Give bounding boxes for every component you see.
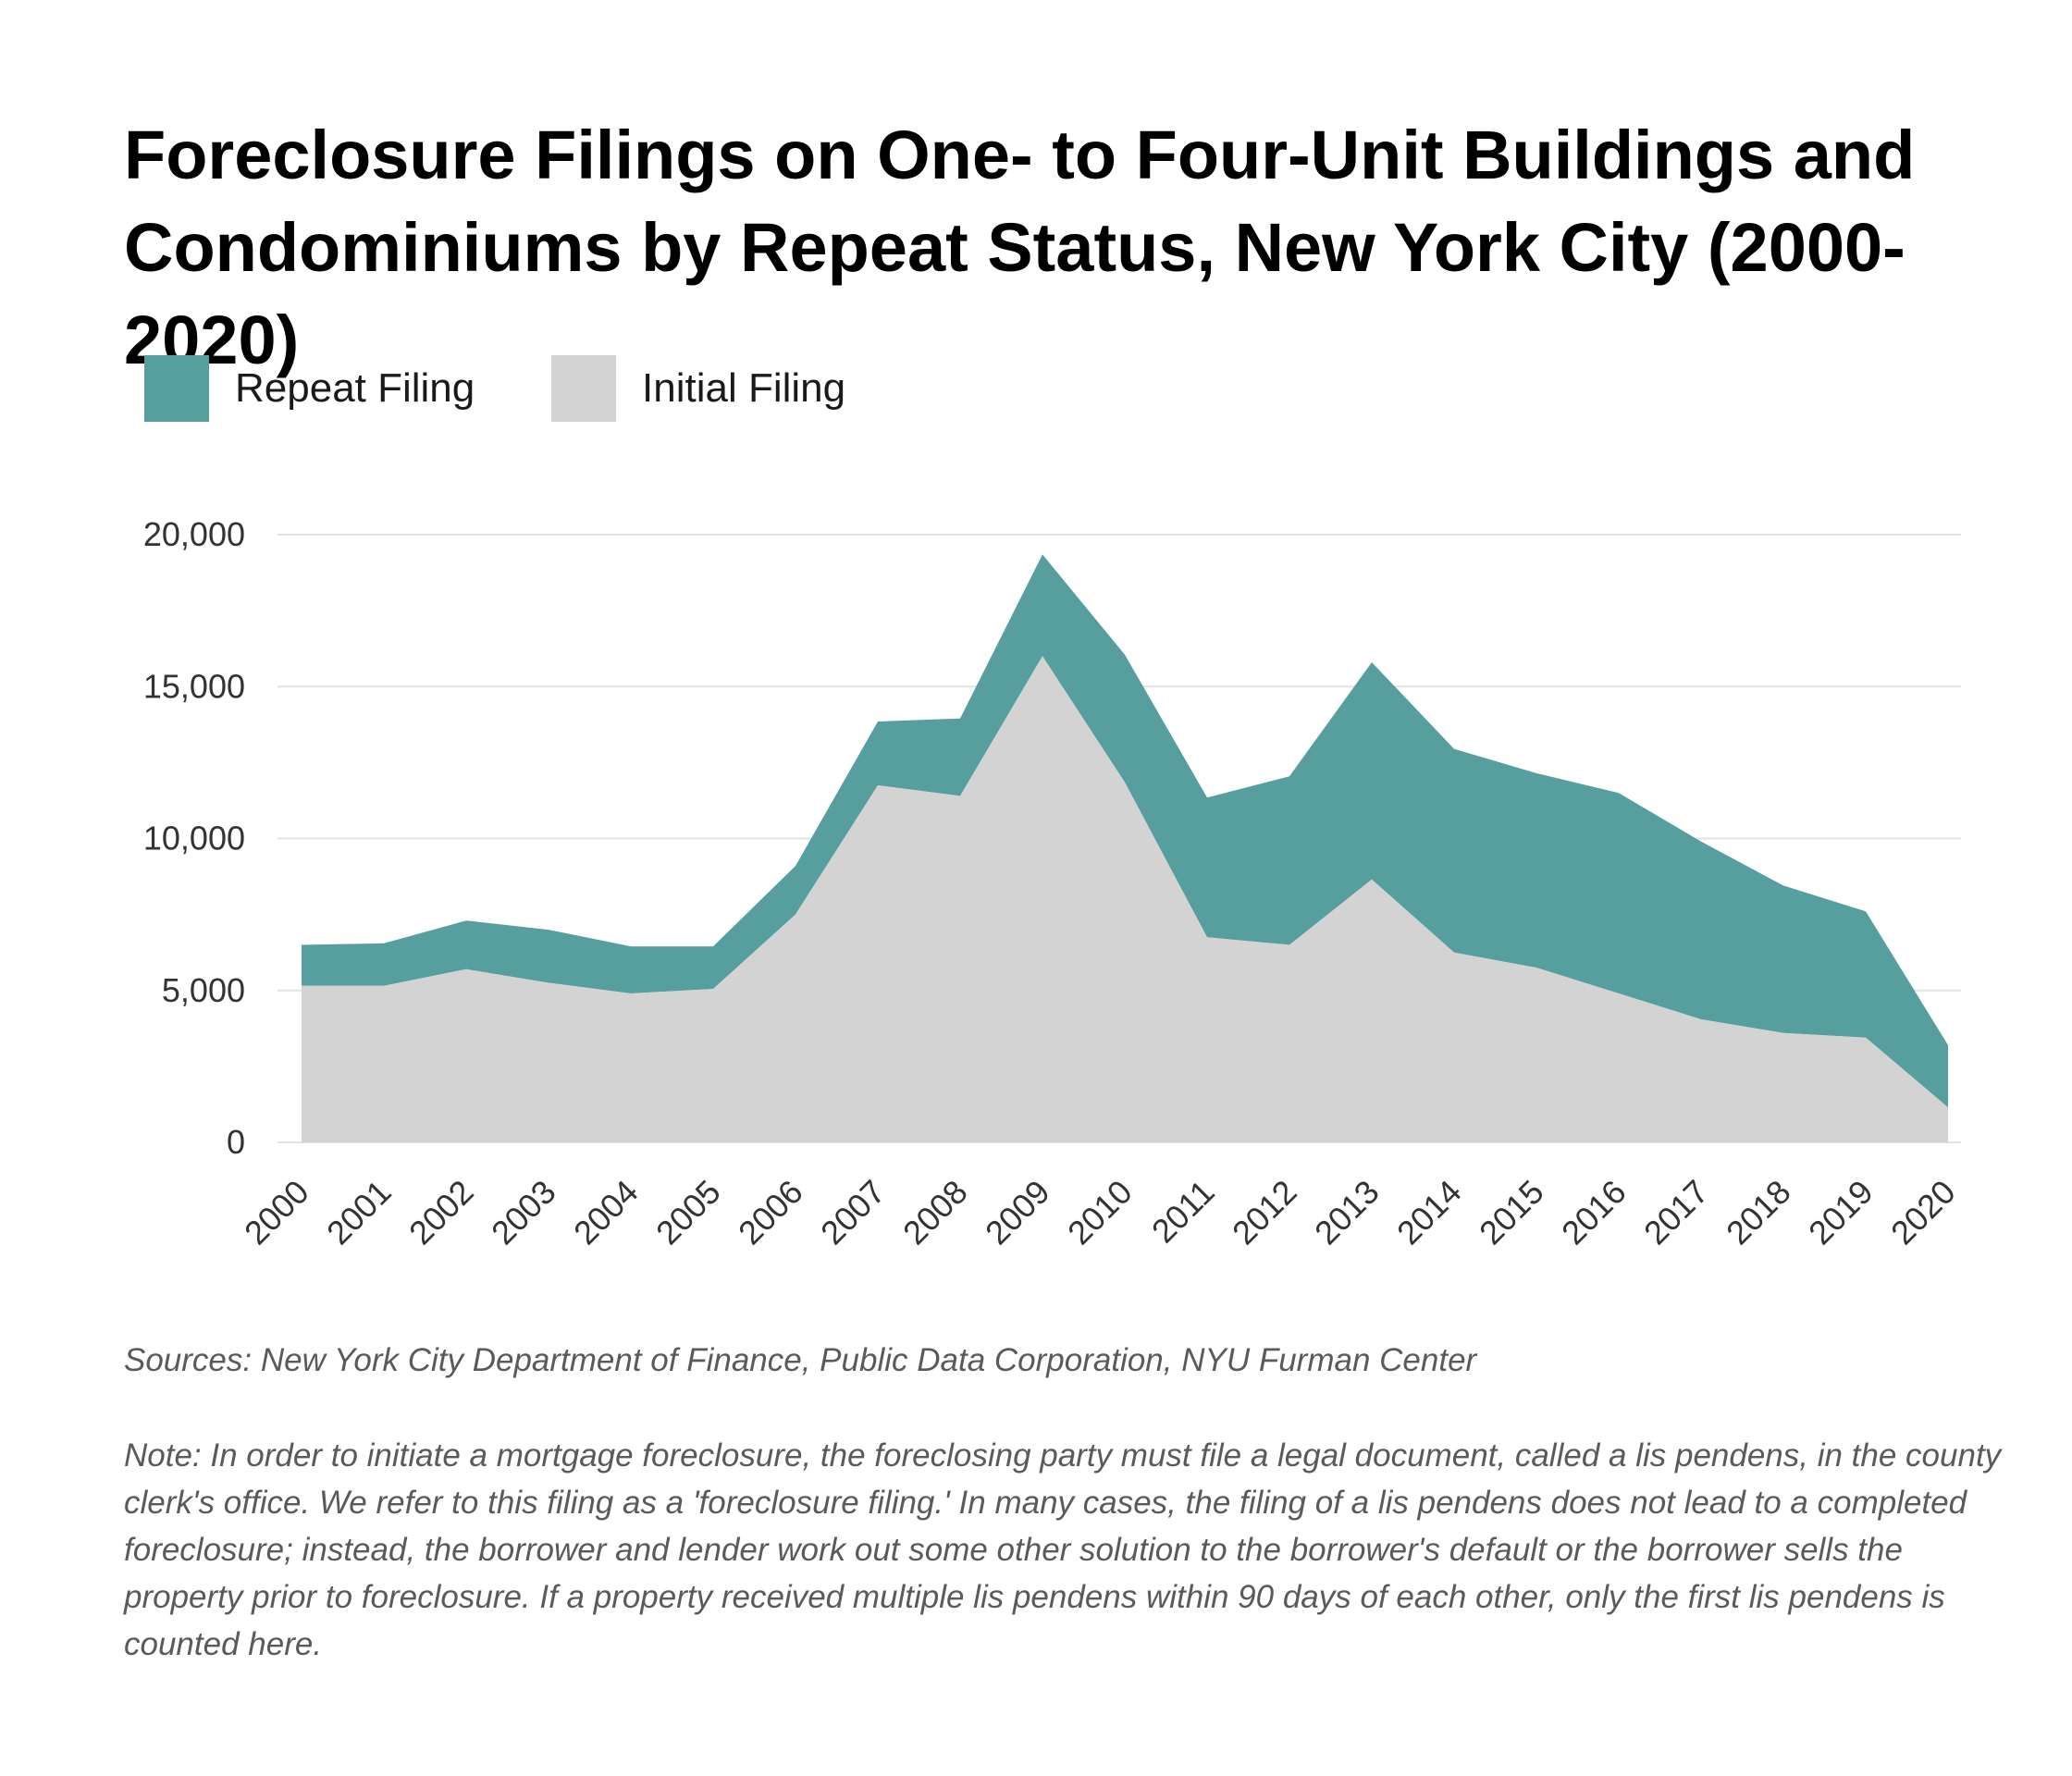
y-tick-label: 10,000 <box>143 820 245 857</box>
x-tick-label: 2002 <box>401 1173 481 1252</box>
legend-swatch-initial-filing <box>551 355 616 422</box>
x-tick-label: 2004 <box>566 1173 646 1252</box>
y-tick-label: 0 <box>227 1123 245 1161</box>
area-repeat-filing <box>302 554 1948 1108</box>
x-tick-label: 2020 <box>1883 1173 1963 1252</box>
x-tick-label: 2009 <box>978 1173 1057 1252</box>
x-tick-label: 2003 <box>484 1173 563 1252</box>
sources-note: Sources: New York City Department of Fin… <box>124 1342 1477 1378</box>
x-tick-label: 2015 <box>1472 1173 1551 1252</box>
x-tick-label: 2010 <box>1060 1173 1140 1252</box>
legend-swatch-repeat-filing <box>144 355 209 422</box>
x-tick-label: 2019 <box>1801 1173 1881 1252</box>
x-tick-label: 2016 <box>1554 1173 1634 1252</box>
x-tick-label: 2007 <box>813 1173 893 1252</box>
y-axis: 0 5,000 10,000 15,000 20,000 <box>143 515 245 1161</box>
x-tick-label: 2017 <box>1636 1173 1716 1252</box>
x-tick-label: 2000 <box>237 1173 316 1252</box>
x-tick-label: 2011 <box>1144 1173 1222 1251</box>
x-tick-label: 2013 <box>1307 1173 1387 1252</box>
area-initial-filing <box>302 656 1948 1142</box>
area-series <box>302 554 1948 1142</box>
x-axis: 2000 2001 2002 2003 2004 2005 2006 2007 2008 2009… <box>237 1173 1963 1252</box>
legend-label-repeat-filing: Repeat Filing <box>235 365 475 411</box>
y-tick-label: 15,000 <box>143 667 245 705</box>
legend-label-initial-filing: Initial Filing <box>642 365 846 411</box>
chart-title: Foreclosure Filings on One- to Four-Unit… <box>124 117 1916 378</box>
x-tick-label: 2012 <box>1225 1173 1304 1252</box>
x-tick-label: 2005 <box>648 1173 728 1252</box>
x-tick-label: 2018 <box>1719 1173 1798 1252</box>
x-tick-label: 2014 <box>1389 1173 1469 1252</box>
y-tick-label: 5,000 <box>162 971 245 1009</box>
x-tick-label: 2001 <box>319 1173 399 1252</box>
y-tick-label: 20,000 <box>143 515 245 553</box>
x-tick-label: 2008 <box>895 1173 975 1252</box>
methodology-note: Note: In order to initiate a mortgage fo… <box>124 1437 2002 1662</box>
x-tick-label: 2006 <box>731 1173 810 1252</box>
